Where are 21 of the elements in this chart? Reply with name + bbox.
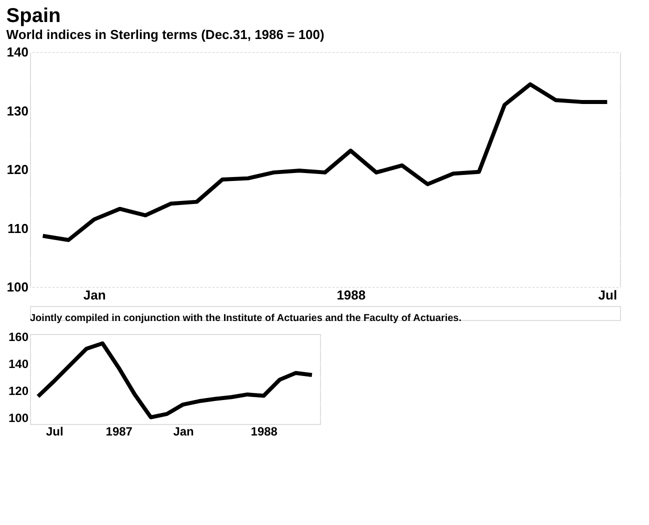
y-tick-label: 110 <box>8 220 28 236</box>
x-tick-label: Jul <box>598 288 618 302</box>
line-series <box>40 82 610 242</box>
chart-title: Spain <box>6 5 61 27</box>
y-tick-label: 140 <box>8 357 29 372</box>
x-tick-label: 1988 <box>250 424 278 438</box>
x-tick-label: Jul <box>46 424 64 438</box>
y-tick-label: 120 <box>6 162 28 177</box>
text: Jointly compiled in conjunction with the Institute of Actuaries and the Faculty of Actuaries. <box>30 313 462 324</box>
y-tick-label: 100 <box>6 280 28 294</box>
x-tick-label: 1987 <box>106 424 133 438</box>
y-tick-label: 160 <box>8 330 29 344</box>
chart-subtitle: World indices in Sterling terms (Dec.31, 1986 = 100) <box>6 27 324 42</box>
x-tick-label: Jan <box>173 424 194 438</box>
y-tick-label: 120 <box>8 384 29 398</box>
y-tick-label: 140 <box>6 44 28 60</box>
y-tick-label: 130 <box>6 103 28 118</box>
line-series <box>36 341 314 420</box>
y-tick-label: 100 <box>8 410 29 425</box>
x-tick-label: Jan <box>83 288 106 302</box>
x-tick-label: 1988 <box>336 288 366 302</box>
